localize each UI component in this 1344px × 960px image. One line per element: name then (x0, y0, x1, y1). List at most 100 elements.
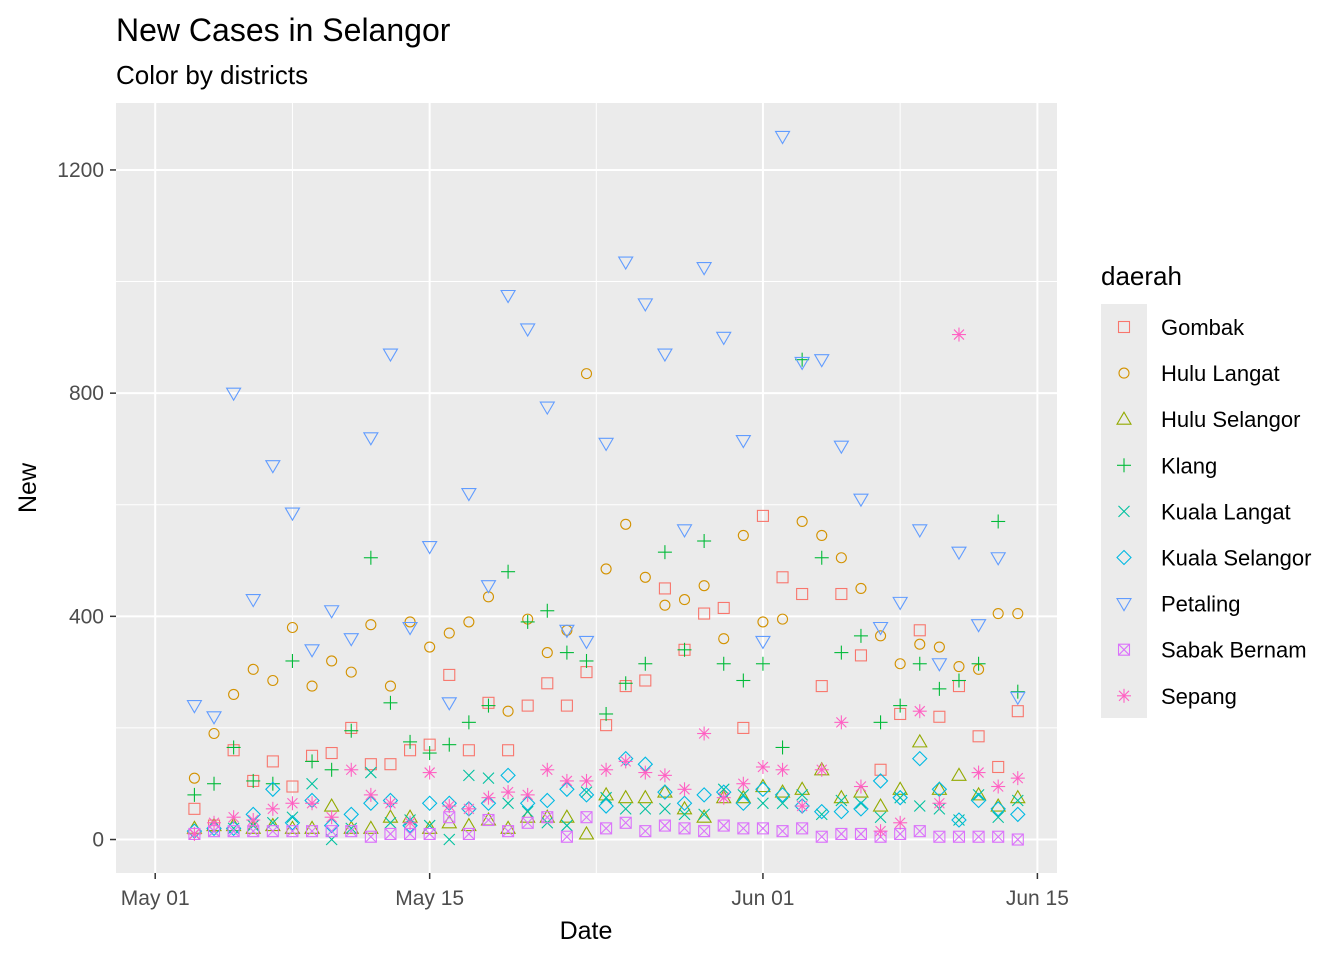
data-point-sepang (873, 824, 888, 839)
data-point-klang (795, 352, 810, 367)
data-point-sabak-bernam (600, 822, 613, 835)
data-point-sepang (285, 796, 300, 811)
data-point-hulu-langat (247, 663, 259, 675)
legend-label-hulu-selangor: Hulu Selangor (1161, 407, 1300, 432)
x-axis: May 01 May 15 Jun 01 Jun 15 (121, 873, 1069, 910)
data-point-sepang (403, 815, 418, 830)
data-point-hulu-selangor (911, 733, 928, 748)
data-point-gombak (698, 607, 711, 620)
data-point-sabak-bernam (345, 825, 358, 838)
data-point-hulu-langat (1012, 607, 1024, 620)
data-point-gombak (560, 699, 573, 712)
data-point-sepang (501, 785, 516, 800)
data-point-sepang (775, 762, 790, 777)
data-point-hulu-langat (620, 518, 632, 530)
data-point-klang (265, 776, 280, 791)
data-point-klang (501, 564, 516, 579)
data-point-kuala-langat (737, 788, 750, 801)
data-point-klang (697, 534, 712, 549)
data-point-kuala-langat (502, 797, 514, 810)
legend-label-kuala-selangor: Kuala Selangor (1161, 546, 1311, 571)
data-point-sepang (618, 754, 633, 769)
data-point-sabak-bernam (286, 825, 299, 838)
data-point-hulu-langat (659, 599, 671, 611)
data-point-kuala-langat (815, 808, 828, 821)
data-point-gombak (913, 624, 926, 637)
data-point-sabak-bernam (913, 825, 926, 838)
data-point-kuala-langat (580, 786, 593, 798)
data-point-sabak-bernam (992, 830, 1005, 843)
data-point-kuala-langat (306, 777, 318, 790)
data-point-hulu-langat (875, 630, 887, 642)
data-point-sabak-bernam (423, 827, 436, 840)
data-point-gombak (188, 802, 201, 815)
data-point-kuala-langat (678, 808, 691, 821)
data-point-klang (657, 545, 672, 560)
data-point-kuala-langat (384, 816, 397, 829)
data-point-klang (873, 715, 888, 730)
data-point-kuala-selangor (657, 784, 673, 800)
data-point-petaling (186, 700, 203, 714)
plot-panel (116, 103, 1057, 873)
data-point-sepang (461, 801, 476, 816)
data-point-kuala-selangor (578, 787, 595, 803)
data-point-sabak-bernam (933, 830, 946, 843)
data-point-sepang (344, 762, 359, 777)
data-point-klang (305, 754, 320, 769)
data-point-hulu-langat (345, 666, 357, 678)
legend-label-sepang: Sepang (1161, 684, 1237, 709)
data-point-klang (461, 715, 476, 730)
data-point-sabak-bernam (305, 825, 319, 838)
data-point-sepang (481, 790, 496, 805)
data-point-gombak (835, 587, 848, 601)
data-point-petaling (460, 488, 477, 502)
legend: daerah Gombak Hulu Langat Hulu Selangor Kla… (1101, 261, 1311, 718)
data-point-gombak (854, 649, 868, 662)
data-point-hulu-selangor (578, 825, 595, 840)
data-point-sepang (187, 826, 202, 841)
data-point-klang (226, 740, 241, 755)
data-point-hulu-selangor (853, 784, 869, 798)
data-points (186, 130, 1026, 846)
data-point-sepang (657, 768, 672, 783)
data-point-hulu-selangor (460, 817, 477, 832)
data-point-gombak (776, 571, 789, 584)
data-point-klang (246, 773, 261, 788)
data-point-sepang (716, 790, 731, 805)
data-point-petaling (794, 356, 811, 371)
data-point-klang (775, 740, 790, 755)
data-point-sepang (324, 810, 339, 825)
data-point-petaling (206, 711, 222, 725)
data-point-petaling (813, 354, 830, 368)
data-point-sabak-bernam (384, 827, 397, 840)
data-point-klang (207, 776, 222, 791)
y-tick-label: 1200 (57, 159, 104, 182)
data-point-kuala-langat (600, 791, 612, 804)
data-point-hulu-selangor (696, 809, 713, 823)
data-point-kuala-langat (913, 800, 926, 812)
data-point-klang (951, 673, 966, 688)
data-point-hulu-langat (541, 647, 553, 659)
data-point-hulu-langat (639, 571, 651, 583)
legend-label-sabak-bernam: Sabak Bernam (1161, 638, 1307, 663)
data-point-kuala-langat (266, 816, 279, 829)
data-point-hulu-langat (776, 613, 789, 625)
data-point-kuala-selangor (872, 773, 889, 789)
legend-label-petaling: Petaling (1161, 592, 1241, 617)
data-point-gombak (364, 758, 377, 771)
data-point-kuala-langat (619, 802, 632, 815)
data-point-petaling (441, 697, 458, 711)
data-point-klang (403, 734, 418, 749)
data-point-klang (736, 673, 751, 688)
data-point-hulu-langat (894, 658, 906, 670)
data-point-sepang (638, 765, 653, 780)
x-axis-title: Date (560, 917, 613, 945)
data-point-kuala-selangor (480, 795, 497, 812)
data-point-petaling (539, 401, 556, 416)
data-point-sepang (207, 815, 222, 830)
data-point-klang (1010, 684, 1025, 699)
data-point-petaling (656, 348, 673, 363)
data-point-gombak (286, 780, 299, 793)
data-point-klang (559, 645, 574, 660)
data-point-hulu-langat (188, 772, 200, 784)
